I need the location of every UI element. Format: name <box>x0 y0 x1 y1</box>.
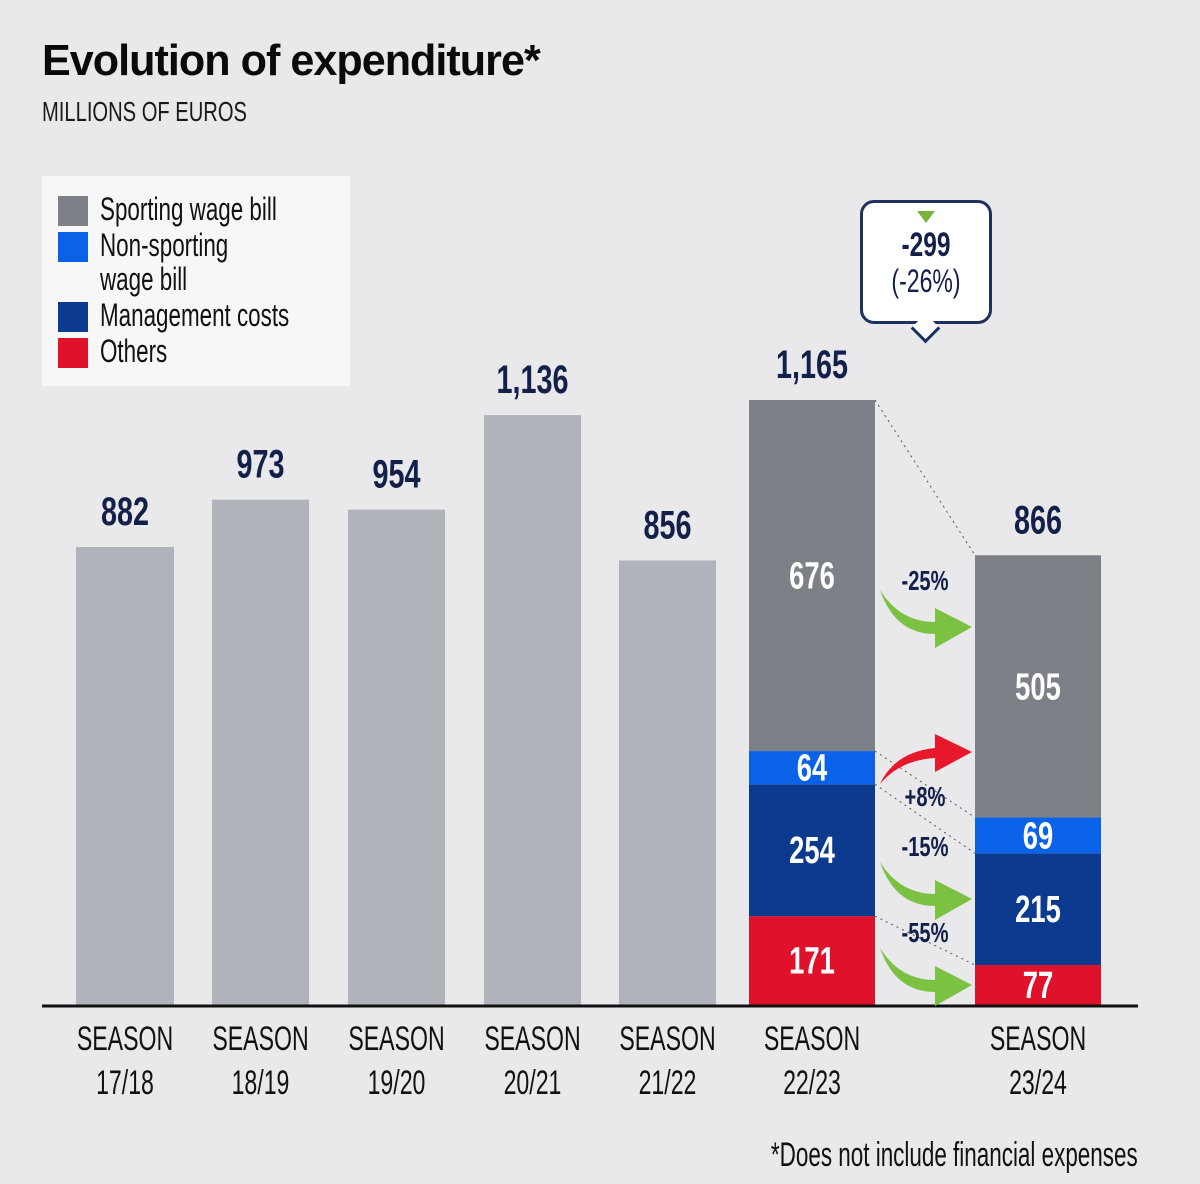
legend-label: Management costs <box>100 297 290 333</box>
change-label: -15% <box>901 832 948 863</box>
x-tick-label: SEASON <box>212 1021 308 1058</box>
x-tick-label: 22/23 <box>783 1065 841 1102</box>
total-change-value: -299 <box>901 226 951 264</box>
bar-total-label: 856 <box>643 503 691 548</box>
bar-total-label: 1,136 <box>496 357 568 402</box>
connector-line <box>874 783 976 854</box>
segment-label: 77 <box>1023 965 1053 1007</box>
down-triangle-icon <box>917 211 935 223</box>
bar <box>484 415 581 1006</box>
x-tick-label: 23/24 <box>1009 1065 1067 1102</box>
x-tick-label: SEASON <box>764 1021 860 1058</box>
bar-segment <box>975 555 1101 818</box>
segment-label: 64 <box>797 747 828 789</box>
legend-swatch-non-sporting <box>58 232 88 262</box>
x-tick-label: SEASON <box>484 1021 580 1058</box>
legend-label: Non-sporting wage bill <box>100 227 229 297</box>
bar <box>348 509 445 1005</box>
x-tick-label: SEASON <box>348 1021 444 1058</box>
legend-item: Sporting wage bill <box>58 192 353 226</box>
down-arrow-icon <box>880 590 972 648</box>
bar-total-label: 973 <box>236 442 284 487</box>
bar-total-label: 1,165 <box>776 342 848 387</box>
bar-total-label: 954 <box>372 452 421 497</box>
legend-label: Others <box>100 333 168 369</box>
legend-swatch-management <box>58 302 88 332</box>
bar-total-label: 882 <box>101 489 149 534</box>
legend-item: Management costs <box>58 298 370 332</box>
chart-subtitle: MILLIONS OF EUROS <box>42 96 247 127</box>
segment-label: 171 <box>789 940 835 982</box>
legend-swatch-sporting <box>58 196 88 226</box>
change-label: -25% <box>901 566 948 597</box>
x-tick-label: 20/21 <box>504 1065 562 1102</box>
bar-segment <box>975 965 1101 1005</box>
connector-line <box>874 915 976 966</box>
legend-item: Others <box>58 334 196 368</box>
down-arrow-icon <box>880 862 972 920</box>
change-label: +8% <box>905 782 946 813</box>
legend: Sporting wage bill Non-sporting wage bil… <box>42 176 350 386</box>
segment-label: 676 <box>789 555 835 597</box>
x-tick-label: 19/20 <box>368 1065 426 1102</box>
x-tick-label: 17/18 <box>96 1065 154 1102</box>
segment-label: 254 <box>789 830 835 872</box>
total-change-callout: -299 (-26%) <box>860 200 992 324</box>
bar-segment <box>749 751 875 785</box>
segment-label: 505 <box>1015 666 1061 708</box>
footnote: *Does not include financial expenses <box>771 1136 1138 1174</box>
x-tick-label: 21/22 <box>639 1065 697 1102</box>
legend-label: Sporting wage bill <box>100 191 277 227</box>
legend-swatch-others <box>58 338 88 368</box>
bar <box>76 546 174 1005</box>
legend-item: Non-sporting wage bill <box>58 228 290 296</box>
x-tick-label: 18/19 <box>232 1065 290 1102</box>
bar <box>619 560 716 1005</box>
total-change-percent: (-26%) <box>891 263 961 299</box>
x-tick-label: SEASON <box>77 1021 173 1058</box>
up-arrow-icon <box>880 734 972 784</box>
x-tick-label: SEASON <box>619 1021 715 1058</box>
bar <box>212 499 309 1005</box>
bar-total-label: 866 <box>1014 498 1062 543</box>
chart-title: Evolution of expenditure* <box>42 36 541 85</box>
bar-segment <box>749 916 875 1005</box>
x-tick-label: SEASON <box>990 1021 1086 1058</box>
bar-segment <box>749 400 875 752</box>
segment-label: 69 <box>1023 815 1053 857</box>
bar-segment <box>975 817 1101 854</box>
connector-line <box>874 399 976 556</box>
bar-segment <box>975 853 1101 966</box>
connector-line <box>874 750 976 818</box>
bar-segment <box>749 784 875 917</box>
change-label: -55% <box>901 918 948 949</box>
segment-label: 215 <box>1015 889 1061 931</box>
down-arrow-icon <box>880 948 972 1006</box>
